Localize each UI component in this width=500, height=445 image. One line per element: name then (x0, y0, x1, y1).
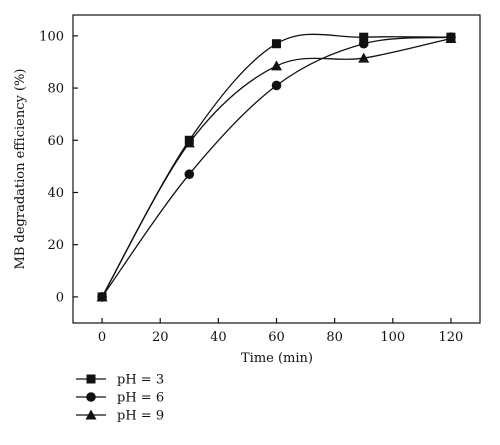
legend-item-ph3: pH = 3 (76, 373, 164, 388)
y-tick-label: 40 (47, 186, 64, 201)
x-tick-label: 80 (326, 330, 343, 345)
legend-item-ph9: pH = 9 (76, 409, 164, 424)
y-tick-label: 20 (47, 238, 64, 253)
data-point-ph3 (272, 39, 281, 49)
legend-label: pH = 9 (117, 409, 164, 424)
legend-marker-square (86, 374, 96, 384)
legend-marker-triangle (85, 409, 97, 420)
series-line-ph3 (101, 33, 451, 298)
x-tick-label: 60 (268, 330, 285, 345)
x-tick-label: 40 (210, 330, 227, 345)
x-tick-label: 20 (152, 330, 169, 345)
data-point-ph9 (96, 291, 108, 302)
x-axis-title: Time (min) (241, 351, 313, 366)
data-point-ph9 (358, 52, 370, 63)
data-point-ph6 (271, 80, 282, 91)
data-point-ph9 (271, 60, 282, 71)
series-lines (101, 33, 452, 298)
x-tick-label: 0 (98, 330, 106, 345)
legend-label: pH = 3 (117, 373, 164, 388)
y-tick-label: 80 (47, 82, 64, 97)
data-point-ph6 (358, 38, 369, 49)
legend-item-ph6: pH = 6 (76, 391, 164, 406)
series-line-ph6 (101, 36, 451, 298)
data-point-ph9 (445, 32, 457, 43)
x-tick-label: 120 (439, 330, 464, 345)
data-point-ph6 (184, 169, 195, 180)
y-axis-title: MB degradation efficiency (%) (13, 69, 28, 270)
data-point-ph3 (359, 32, 369, 42)
series-markers (96, 32, 457, 302)
legend-label: pH = 6 (117, 391, 164, 406)
axis-ticks: 0 20 40 60 80 100 120 0 20 40 60 80 100 (39, 29, 463, 345)
y-tick-label: 100 (39, 29, 64, 44)
x-tick-label: 100 (380, 330, 405, 345)
legend-marker-circle (86, 392, 96, 402)
data-point-ph9 (183, 137, 195, 148)
y-tick-label: 0 (56, 290, 64, 305)
series-line-ph9 (101, 37, 452, 298)
legend: pH = 3 pH = 6 pH = 9 (76, 373, 164, 424)
y-tick-label: 60 (47, 134, 64, 149)
